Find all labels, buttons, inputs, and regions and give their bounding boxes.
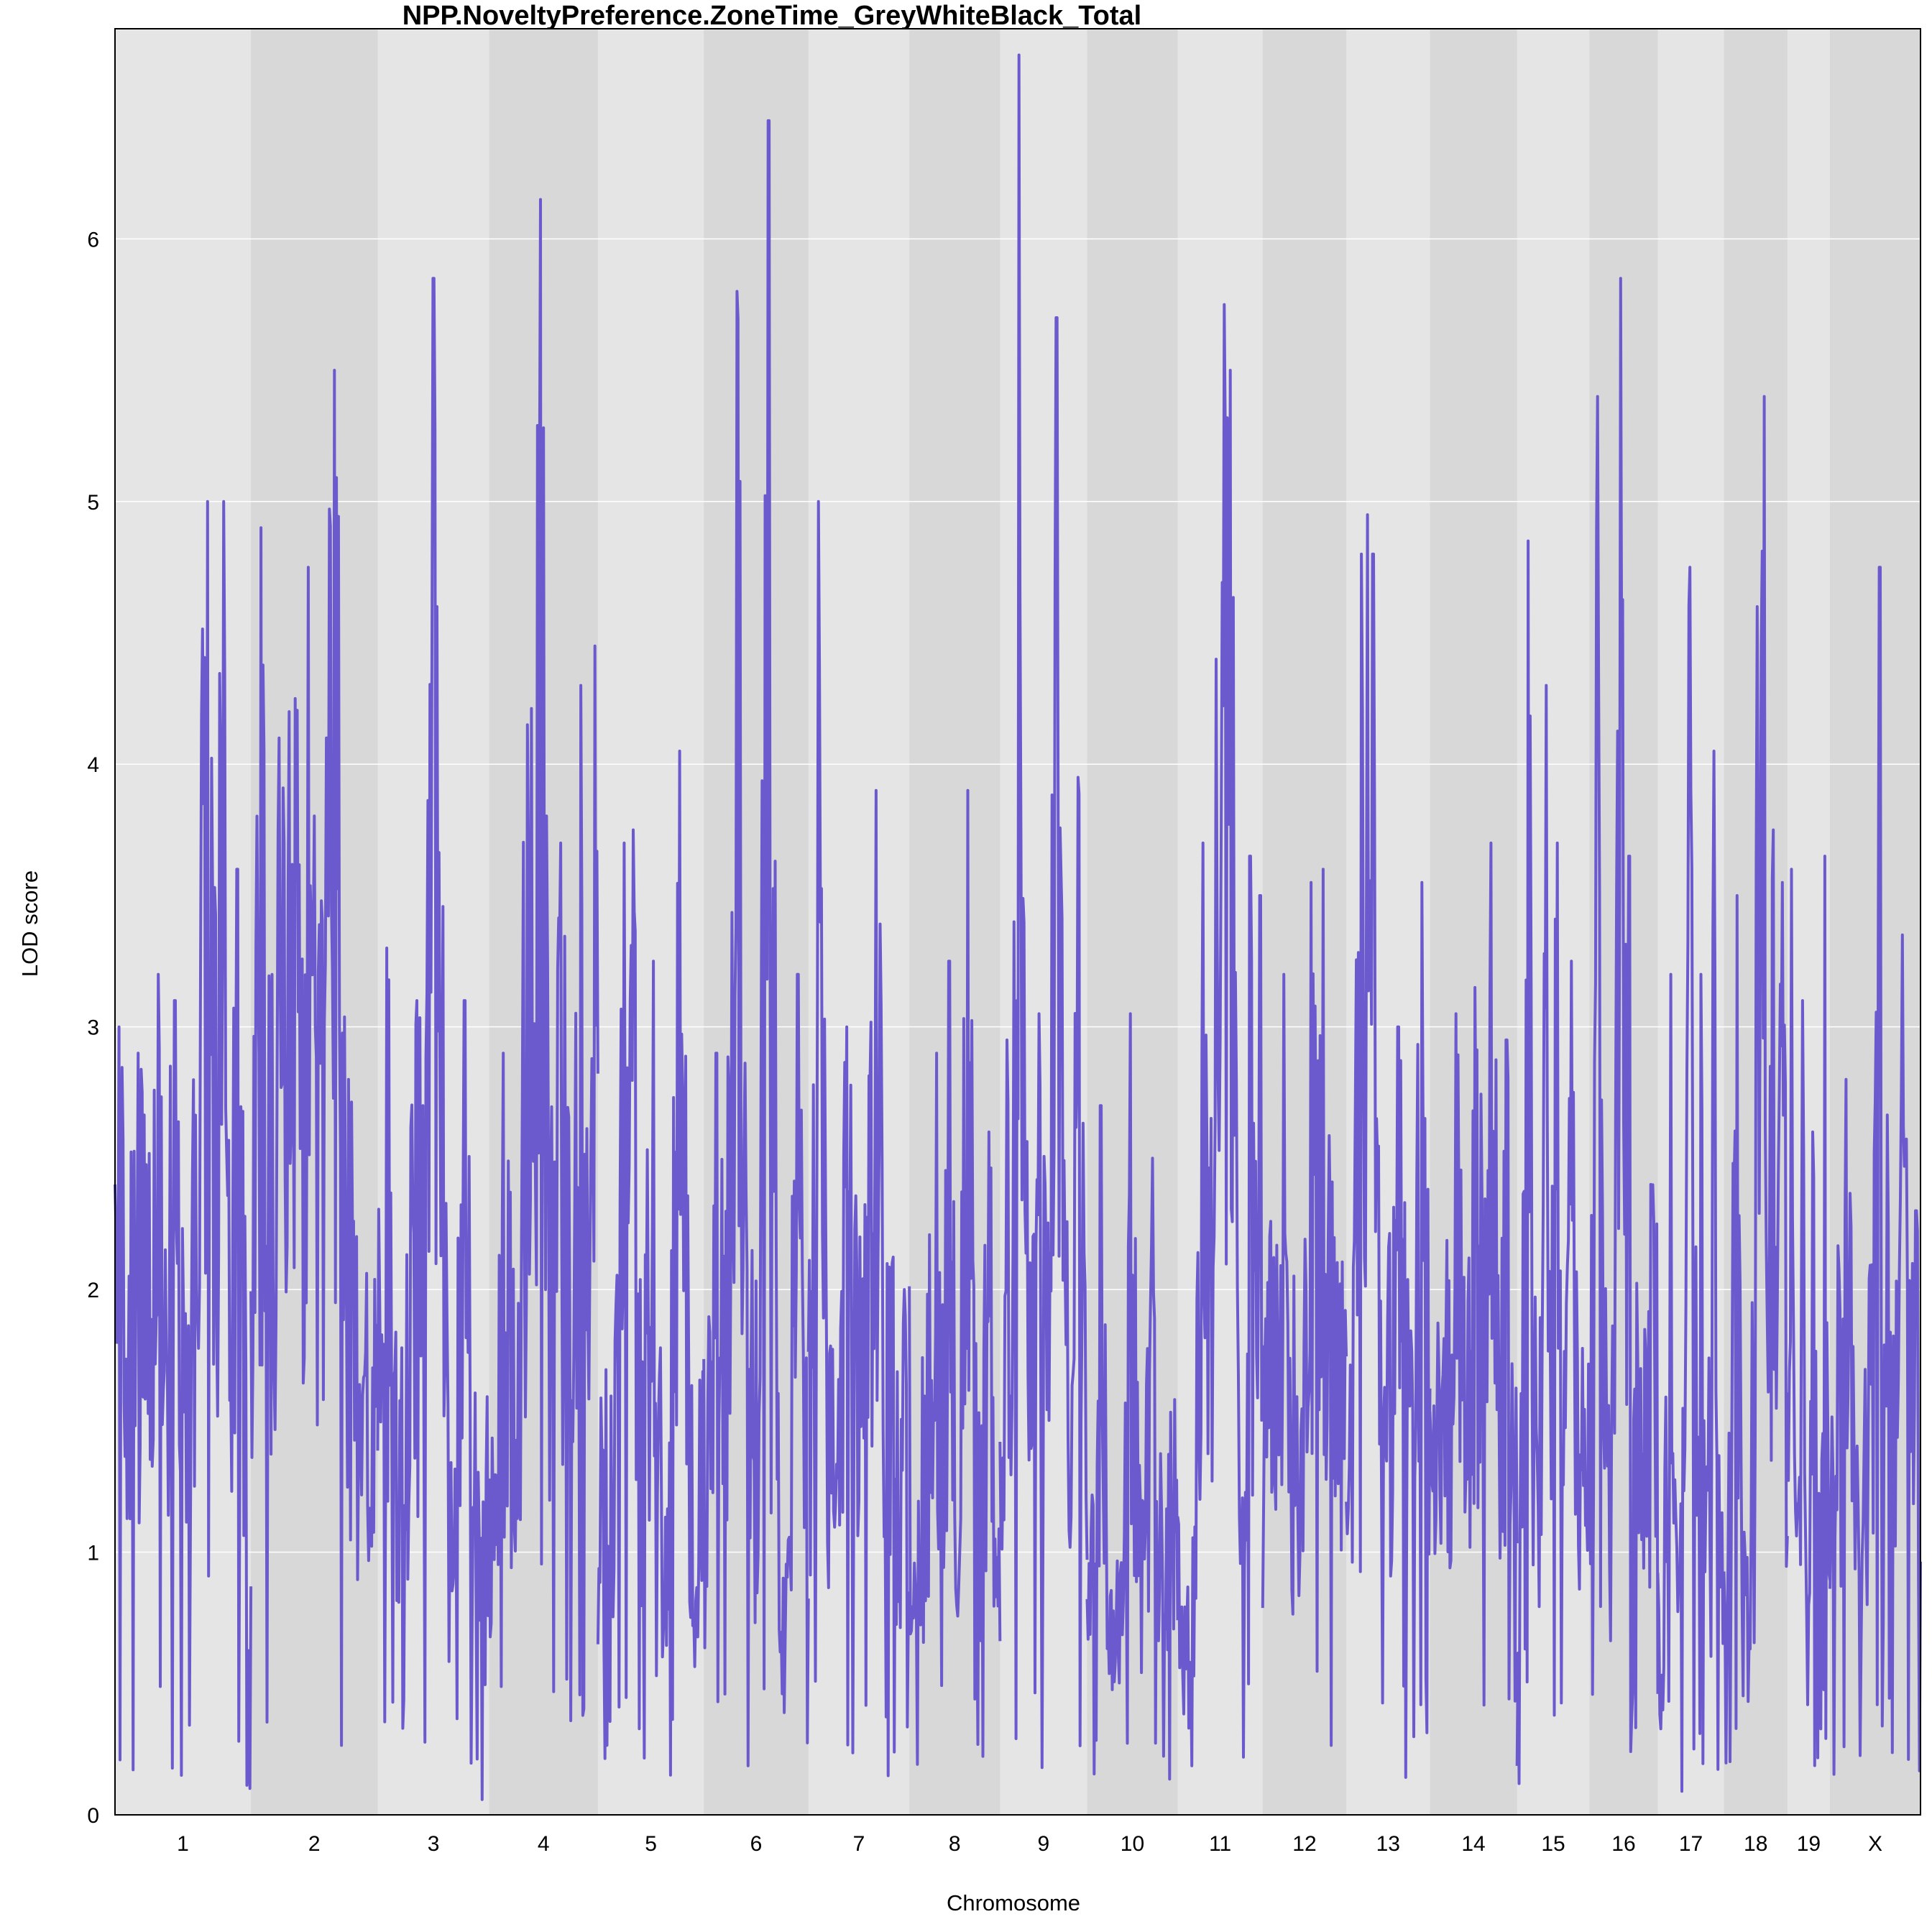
y-axis-label: LOD score — [17, 870, 42, 977]
lod-series-line — [114, 53, 1922, 1801]
y-tick-label: 1 — [87, 1542, 99, 1565]
y-tick-label: 5 — [87, 491, 99, 515]
x-tick-label-6: 6 — [750, 1832, 763, 1856]
y-tick-label: 3 — [87, 1016, 99, 1040]
chromosome-band-10 — [1087, 29, 1179, 1815]
x-tick-label-9: 9 — [1038, 1832, 1050, 1856]
x-tick-label-14: 14 — [1461, 1832, 1485, 1856]
x-tick-label-2: 2 — [308, 1832, 321, 1856]
y-tick-label: 6 — [87, 228, 99, 252]
x-axis-ticks: 1 2 3 4 5 6 7 8 9 10 11 12 13 14 15 16 17 18 19 X — [177, 1832, 1882, 1856]
x-tick-label-3: 3 — [428, 1832, 440, 1856]
x-tick-label-8: 8 — [949, 1832, 961, 1856]
x-tick-label-19: 19 — [1797, 1832, 1821, 1856]
y-axis-ticks: 0 1 2 3 4 5 6 — [87, 228, 99, 1828]
x-tick-label-7: 7 — [853, 1832, 865, 1856]
x-axis-label: Chromosome — [947, 1890, 1080, 1915]
chart-title: NPP.NoveltyPreference.ZoneTime_GreyWhite… — [402, 1, 1142, 31]
x-tick-label-18: 18 — [1744, 1832, 1767, 1856]
x-tick-label-11: 11 — [1209, 1832, 1231, 1856]
x-tick-label-4: 4 — [538, 1832, 550, 1856]
y-tick-label: 2 — [87, 1279, 99, 1302]
plot-frame — [114, 28, 1921, 1816]
x-tick-label-17: 17 — [1679, 1832, 1703, 1856]
chromosome-band-14 — [1430, 29, 1518, 1815]
x-tick-label-1: 1 — [177, 1832, 189, 1856]
x-tick-label-13: 13 — [1376, 1832, 1400, 1856]
x-tick-label-5: 5 — [645, 1832, 657, 1856]
x-tick-label-10: 10 — [1121, 1832, 1144, 1856]
chromosome-band-12 — [1262, 29, 1347, 1815]
x-tick-label-x: X — [1868, 1832, 1882, 1856]
y-tick-label: 4 — [87, 753, 99, 777]
x-tick-label-15: 15 — [1541, 1832, 1565, 1856]
x-tick-label-16: 16 — [1611, 1832, 1635, 1856]
y-tick-label: 0 — [87, 1804, 99, 1828]
x-tick-label-12: 12 — [1292, 1832, 1316, 1856]
